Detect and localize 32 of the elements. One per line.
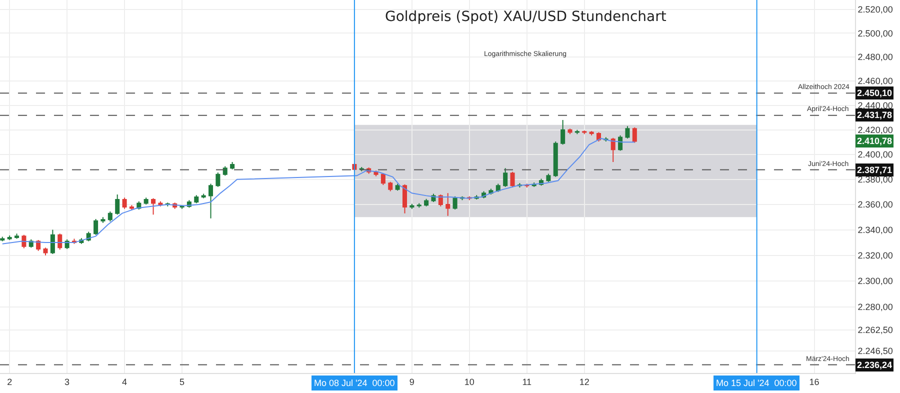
- y-tick-label: 2.280,00: [858, 302, 893, 312]
- x-tick-label: 9: [409, 376, 414, 387]
- y-tick-label: 2.262,50: [858, 325, 893, 336]
- annotation: 2.387,71: [857, 165, 892, 175]
- ref-line-label: Mo 15 Jul '24 00:00: [716, 378, 797, 388]
- x-tick-label: 10: [464, 376, 474, 387]
- ref-line-label: Mo 08 Jul '24 00:00: [314, 378, 395, 388]
- x-tick-label: 11: [522, 376, 532, 387]
- text: Goldpreis (Spot) XAU/USD Stundenchart: [385, 9, 667, 25]
- y-tick-label: 2.300,00: [858, 276, 893, 286]
- y-tick-label: 2.440,00: [858, 100, 893, 111]
- y-tick-label: 2.480,00: [858, 52, 893, 62]
- annotation: 2.236,24: [857, 360, 892, 370]
- x-tick-label: 4: [122, 376, 128, 387]
- x-tick-label: 2: [7, 376, 12, 387]
- y-tick-label: 2.360,00: [858, 200, 893, 210]
- y-tick-label: 2.246,50: [858, 346, 893, 356]
- y-tick-label: 2.340,00: [858, 224, 893, 235]
- y-tick-label: 2.420,00: [858, 124, 893, 135]
- annotation: 2.450,10: [857, 88, 892, 98]
- y-tick-label: 2.320,00: [858, 250, 893, 260]
- y-tick-label: 2.520,00: [858, 4, 893, 15]
- x-tick-label: 12: [579, 376, 590, 387]
- y-tick-label: 2.460,00: [858, 76, 893, 86]
- annotation: 2.431,78: [857, 110, 892, 120]
- annotation: 2.410,78: [857, 136, 892, 146]
- x-tick-label: 16: [809, 376, 820, 387]
- y-tick-label: 2.400,00: [858, 150, 893, 160]
- x-tick-label: 3: [64, 376, 70, 387]
- y-tick-label: 2.380,00: [858, 174, 893, 185]
- x-tick-label: 5: [180, 376, 185, 387]
- y-tick-label: 2.500,00: [858, 28, 893, 38]
